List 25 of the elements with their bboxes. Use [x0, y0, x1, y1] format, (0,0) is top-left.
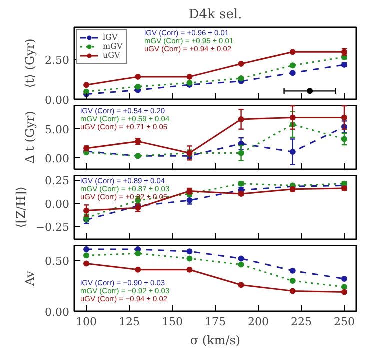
y-tick-label: 0.00: [45, 94, 70, 107]
y-tick-label: 0.50: [45, 255, 70, 268]
x-tick-label: 150: [162, 316, 184, 328]
x-tick-label: 225: [290, 316, 312, 328]
x-tick-label: 125: [119, 316, 140, 328]
x-tick-label: 200: [248, 316, 269, 328]
y-tick-label: 2.50: [45, 54, 70, 67]
x-tick-label: 250: [334, 316, 355, 328]
y-tick-label: 0.00: [45, 198, 70, 211]
y-tick-label: 0.00: [45, 152, 70, 166]
y-axis-title: ⟨t⟩ (Gyr): [23, 38, 38, 88]
y-tick-label: 5.00: [45, 123, 70, 136]
y-tick-label: −0.25: [36, 221, 70, 234]
y-axis-title: Av: [23, 270, 38, 287]
legend-label: mGV: [103, 42, 123, 51]
y-tick-label: 0.25: [45, 174, 70, 188]
y-axis-title: Δ t (Gyr): [23, 111, 38, 164]
y-tick-label: 0.00: [45, 306, 70, 319]
legend-label: lGV: [103, 33, 119, 42]
x-axis-title: σ (km/s): [190, 334, 241, 348]
y-axis-title: ⟨[Z/H]⟩: [14, 186, 28, 228]
legend-label: uGV: [103, 51, 122, 60]
x-tick-label: 175: [205, 316, 226, 328]
x-tick-label: 100: [76, 316, 98, 328]
chart-title: D4k sel.: [188, 8, 242, 22]
